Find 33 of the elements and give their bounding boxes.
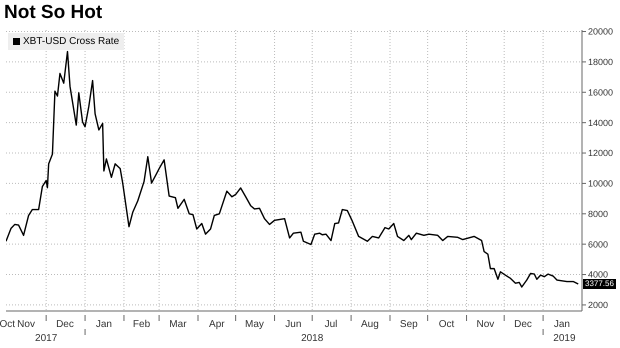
x2-tick-label: 2019 — [553, 333, 576, 344]
y-tick-label: 2000 — [588, 300, 608, 310]
y-tick-label: 10000 — [588, 178, 614, 189]
x-tick-label: Aug — [361, 319, 379, 330]
x-tick-label: Jan — [554, 319, 570, 330]
x-tick-label: Apr — [209, 319, 226, 330]
annotation: 3377.56 — [583, 279, 616, 289]
x-tick-label: May — [245, 319, 264, 330]
x-tick-label: Dec — [514, 319, 532, 330]
y-tick-label: 20000 — [588, 26, 614, 37]
chart-title: Not So Hot — [4, 2, 102, 24]
x-tick-label: Sep — [400, 319, 418, 330]
x2-tick-label: 2017 — [35, 333, 58, 344]
y-tick-label: 4000 — [588, 270, 608, 280]
y-tick-label: 16000 — [588, 87, 614, 98]
x-tick-label: Dec — [56, 319, 74, 330]
y-tick-label: 14000 — [588, 118, 614, 128]
x-tick-label: Oct — [438, 319, 454, 330]
y-tick-label: 6000 — [588, 239, 608, 250]
x-tick-label: Mar — [169, 319, 188, 330]
x-tick-label: Nov — [17, 319, 35, 330]
legend-label: XBT-USD Cross Rate — [23, 36, 120, 47]
y-tick-label: 12000 — [588, 148, 614, 158]
y-tick-label: 8000 — [588, 208, 608, 219]
x-tick-label: Jun — [285, 319, 302, 330]
x2-tick-label: 2018 — [301, 333, 324, 344]
x-tick-label: Feb — [132, 319, 151, 330]
x-tick-label: Jul — [324, 319, 338, 330]
x-tick-label: Jan — [96, 319, 112, 330]
x-tick-label: Nov — [476, 319, 494, 330]
y-tick-label: 18000 — [588, 57, 614, 68]
x-tick-label: Oct — [0, 319, 16, 330]
line-series — [6, 50, 579, 288]
